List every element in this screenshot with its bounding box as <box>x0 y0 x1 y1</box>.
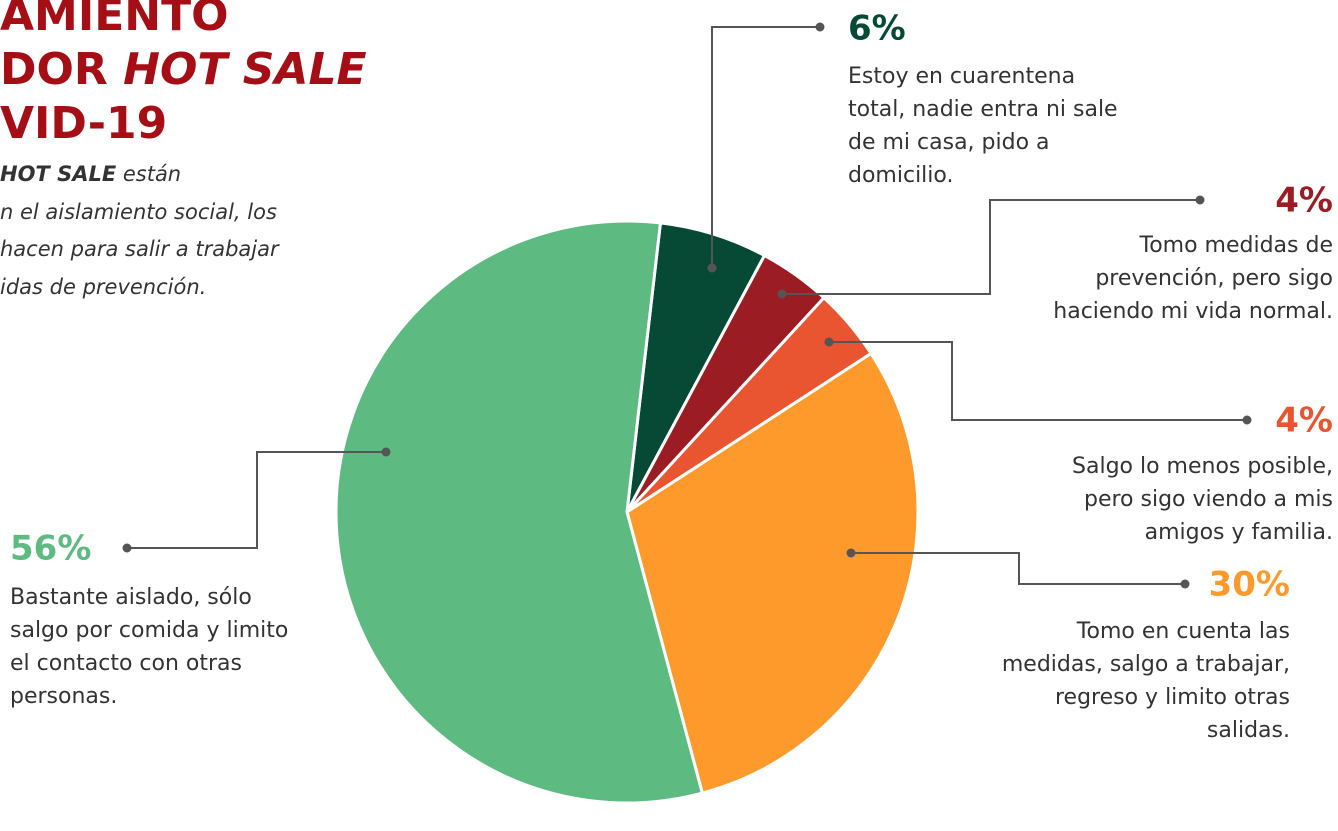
leader-dot <box>777 289 787 299</box>
description-line: prevención, pero sigo <box>1095 266 1333 291</box>
leader-dot <box>1195 195 1205 205</box>
leader-dot <box>824 337 834 347</box>
subtitle-segment: n el aislamiento social, los <box>0 200 277 224</box>
subtitle-segment: idas de prevención. <box>0 275 206 299</box>
description-line: Tomo medidas de <box>1139 233 1334 258</box>
value-label: 4% <box>1275 181 1333 221</box>
value-label: 30% <box>1209 565 1290 605</box>
pie-slice <box>334 219 705 805</box>
leader-dot <box>1180 579 1190 589</box>
subtitle-segment: están <box>116 162 181 186</box>
description-line: total, nadie entra ni sale <box>848 97 1118 122</box>
subtitle-line: hacen para salir a trabajar <box>0 237 280 261</box>
description-line: regreso y limito otras <box>1055 685 1290 710</box>
description-line: personas. <box>10 684 117 709</box>
description-line: pero sigo viendo a mis <box>1084 487 1333 512</box>
description-line: salidas. <box>1207 718 1290 743</box>
subtitle-segment: HOT SALE <box>0 162 117 186</box>
subtitle-segment: hacen para salir a trabajar <box>0 237 280 261</box>
description-line: Bastante aislado, sólo <box>10 585 252 610</box>
leader-line <box>782 199 1200 295</box>
title-line: DOR HOT SALE <box>0 44 367 95</box>
pie-slice <box>625 351 920 795</box>
value-label: 56% <box>10 529 91 569</box>
description-line: el contacto con otras <box>10 651 242 676</box>
subtitle-line: n el aislamiento social, los <box>0 200 277 224</box>
value-label: 4% <box>1275 401 1333 441</box>
leader-dot <box>707 263 717 273</box>
description-line: amigos y familia. <box>1145 520 1333 545</box>
title-segment: DOR <box>0 44 123 95</box>
leader-dot <box>815 22 825 32</box>
description-line: medidas, salgo a trabajar, <box>1002 652 1290 677</box>
leader-dot <box>846 548 856 558</box>
leader-line <box>829 341 1247 421</box>
title-segment: HOT SALE <box>123 44 366 95</box>
leader-line <box>711 26 820 268</box>
value-label: 6% <box>848 9 906 49</box>
description-line: haciendo mi vida normal. <box>1053 299 1333 324</box>
description-line: Tomo en cuenta las <box>1076 619 1290 644</box>
description-line: Salgo lo menos posible, <box>1072 454 1333 479</box>
leader-dot <box>122 543 132 553</box>
description-line: domicilio. <box>848 163 953 188</box>
description-line: salgo por comida y limito <box>10 618 288 643</box>
description-line: Estoy en cuarentena <box>848 64 1075 89</box>
leader-dot <box>381 447 391 457</box>
title-line: VID-19 <box>0 98 167 149</box>
subtitle-line: HOT SALE están <box>0 162 181 186</box>
description-line: de mi casa, pido a <box>848 130 1050 155</box>
title-line: AMIENTO <box>0 0 229 41</box>
leader-dot <box>1242 415 1252 425</box>
leader-line <box>851 552 1185 585</box>
subtitle-line: idas de prevención. <box>0 275 206 299</box>
title-segment: VID-19 <box>0 98 167 149</box>
leader-line <box>127 451 386 549</box>
title-segment: AMIENTO <box>0 0 229 41</box>
